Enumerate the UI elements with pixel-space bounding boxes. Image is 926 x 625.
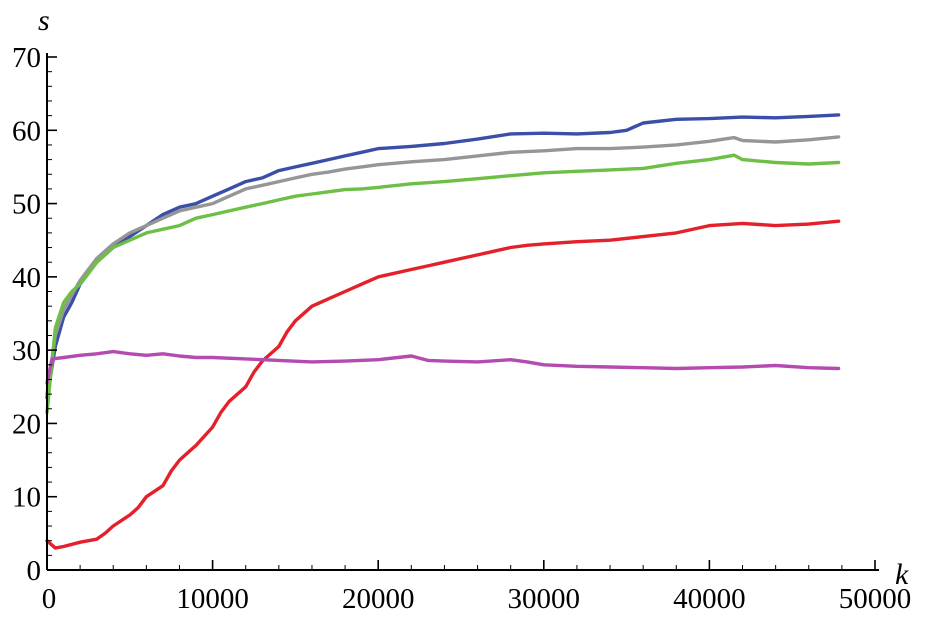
y-tick-label: 60 <box>12 115 41 147</box>
series-line-4 <box>45 219 841 550</box>
y-tick-label: 20 <box>12 408 41 440</box>
x-tick-label: 10000 <box>176 583 249 615</box>
x-axis-title: k <box>895 558 909 591</box>
x-tick-label: 0 <box>42 583 57 615</box>
y-tick-label: 0 <box>27 555 42 587</box>
y-tick-label: 40 <box>12 262 41 294</box>
series-line-5 <box>45 349 841 385</box>
y-axis-title: s <box>38 4 50 37</box>
y-tick-label: 70 <box>12 42 41 74</box>
axes-layer <box>46 53 879 571</box>
y-tick-label: 30 <box>12 335 41 367</box>
series-layer <box>45 113 841 550</box>
y-tick-label: 10 <box>12 482 41 514</box>
y-tick-label: 50 <box>12 189 41 221</box>
series-line-3 <box>45 153 841 415</box>
series-line-2 <box>45 135 841 396</box>
x-tick-label: 40000 <box>673 583 746 615</box>
x-tick-label: 30000 <box>508 583 581 615</box>
ticks-layer: 0 10 20 30 40 50 60 70 0 10000 20000 30000 40000 5000… <box>12 42 911 615</box>
x-tick-label: 50000 <box>839 583 912 615</box>
x-tick-label: 20000 <box>342 583 415 615</box>
